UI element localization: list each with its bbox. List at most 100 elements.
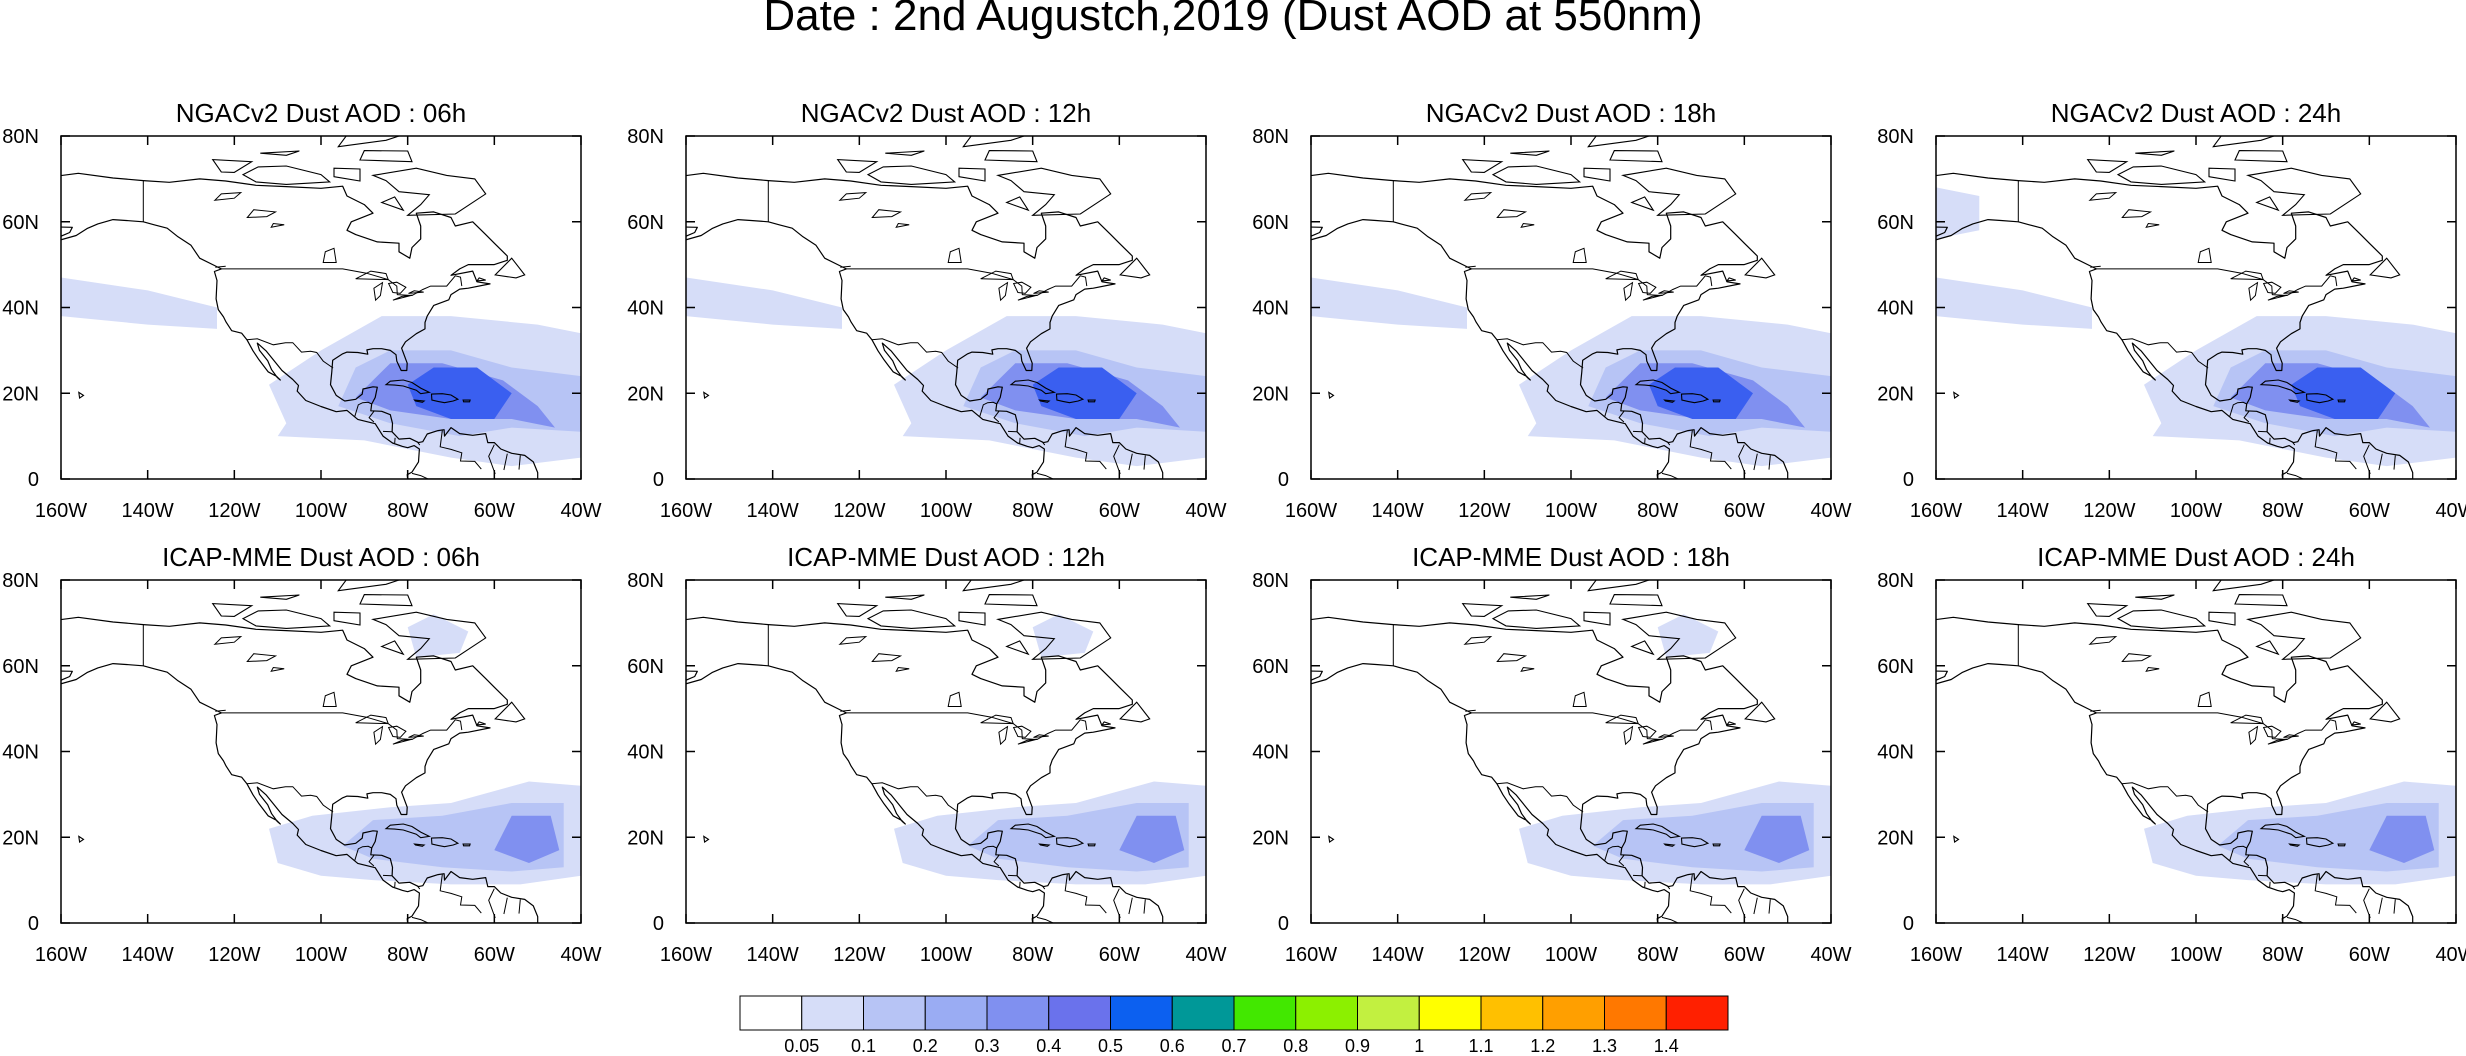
lat-tick-label: 0 xyxy=(28,913,39,935)
lat-tick-label: 80N xyxy=(1252,570,1289,592)
lat-tick-label: 40N xyxy=(1877,742,1914,764)
island-outline xyxy=(260,594,300,600)
lake-outline xyxy=(947,691,962,707)
lon-tick-label: 40W xyxy=(2435,500,2466,522)
colorbar-label: 0.7 xyxy=(1221,1036,1246,1056)
lake-outline xyxy=(1017,294,1038,301)
island-outline xyxy=(2245,611,2362,660)
border-line xyxy=(518,455,521,470)
island-outline xyxy=(241,165,332,185)
island-outline xyxy=(1587,136,1651,148)
island-outline xyxy=(1663,399,1676,403)
lat-tick-label: 40N xyxy=(627,298,664,320)
island-outline xyxy=(2255,640,2280,656)
border-line xyxy=(221,268,463,297)
island-outline xyxy=(430,393,460,404)
lake-outline xyxy=(1642,294,1663,301)
island-outline xyxy=(1725,277,1736,282)
colorbar-swatch xyxy=(1665,995,1729,1031)
island-outline xyxy=(1461,602,1504,617)
island-outline xyxy=(2288,843,2301,847)
island-outline xyxy=(703,391,710,399)
colorbar-swatch xyxy=(863,995,926,1031)
lon-tick-label: 40W xyxy=(1185,500,1226,522)
lon-tick-label: 80W xyxy=(1012,500,1053,522)
island-outline xyxy=(1038,399,1051,403)
map-panel: ICAP-MME Dust AOD : 24h 160W 140W 120W 100W 8… xyxy=(1877,542,2466,966)
border-line xyxy=(2363,888,2371,919)
lake-outline xyxy=(213,636,243,645)
island-outline xyxy=(78,835,85,843)
island-outline xyxy=(1510,594,1550,600)
lat-tick-label: 0 xyxy=(1278,469,1289,491)
island-outline xyxy=(1119,701,1151,723)
lon-tick-label: 100W xyxy=(1545,944,1597,966)
panel-title: ICAP-MME Dust AOD : 12h xyxy=(787,542,1105,572)
colorbar-label: 1.3 xyxy=(1592,1036,1617,1056)
lon-tick-label: 140W xyxy=(747,944,799,966)
border-line xyxy=(1041,441,1046,446)
lake-outline xyxy=(373,281,384,302)
border-line xyxy=(979,401,997,417)
lon-tick-label: 100W xyxy=(920,500,972,522)
island-outline xyxy=(2116,609,2207,629)
lon-tick-label: 100W xyxy=(295,944,347,966)
island-outline xyxy=(958,167,986,182)
dust-aod-field xyxy=(1032,367,1137,419)
island-outline xyxy=(1744,701,1776,723)
lake-outline xyxy=(270,222,285,228)
lat-tick-label: 20N xyxy=(1252,827,1289,849)
lat-tick-label: 20N xyxy=(1877,383,1914,405)
lake-outline xyxy=(246,209,278,219)
lon-tick-label: 100W xyxy=(2170,944,2222,966)
island-outline xyxy=(995,167,1112,216)
lake-outline xyxy=(1605,714,1639,725)
lat-tick-label: 60N xyxy=(2,212,39,234)
border-line xyxy=(2291,885,2296,890)
border-line xyxy=(1768,899,1771,914)
lake-outline xyxy=(2088,192,2118,201)
lat-tick-label: 80N xyxy=(627,126,664,148)
border-line xyxy=(1036,916,1054,923)
island-outline xyxy=(2255,196,2280,212)
lat-tick-label: 20N xyxy=(627,383,664,405)
island-outline xyxy=(1953,835,1960,843)
colorbar-label: 1.4 xyxy=(1654,1036,1679,1056)
border-line xyxy=(1604,845,1622,861)
border-line xyxy=(2121,782,2209,813)
border-line xyxy=(2393,455,2396,470)
lon-tick-label: 60W xyxy=(2349,500,2390,522)
island-outline xyxy=(866,609,957,629)
lon-tick-label: 140W xyxy=(1997,500,2049,522)
border-line xyxy=(1036,472,1054,479)
lat-tick-label: 0 xyxy=(1903,469,1914,491)
island-outline xyxy=(462,843,471,847)
border-line xyxy=(2243,854,2250,867)
island-outline xyxy=(836,158,879,173)
border-line xyxy=(871,338,959,369)
lake-outline xyxy=(895,666,910,672)
island-outline xyxy=(703,835,710,843)
border-line xyxy=(411,472,429,479)
border-line xyxy=(2286,472,2304,479)
dust-aod-field xyxy=(1744,815,1810,863)
border-line xyxy=(1471,268,1713,297)
lake-outline xyxy=(998,725,1009,746)
colorbar-swatch xyxy=(1295,995,1358,1031)
island-outline xyxy=(462,399,471,403)
lon-tick-label: 60W xyxy=(1724,944,1765,966)
lake-outline xyxy=(2230,270,2264,281)
lon-tick-label: 100W xyxy=(1545,500,1597,522)
island-outline xyxy=(962,136,1026,148)
island-outline xyxy=(2369,257,2401,279)
island-outline xyxy=(2212,580,2276,592)
lake-outline xyxy=(355,714,389,725)
border-line xyxy=(215,709,226,712)
island-outline xyxy=(984,150,1038,163)
lon-tick-label: 120W xyxy=(2083,500,2135,522)
island-outline xyxy=(1491,165,1582,185)
border-line xyxy=(1604,401,1622,417)
island-outline xyxy=(1100,277,1111,282)
lake-outline xyxy=(2248,725,2259,746)
colorbar-swatch xyxy=(1233,995,1297,1031)
